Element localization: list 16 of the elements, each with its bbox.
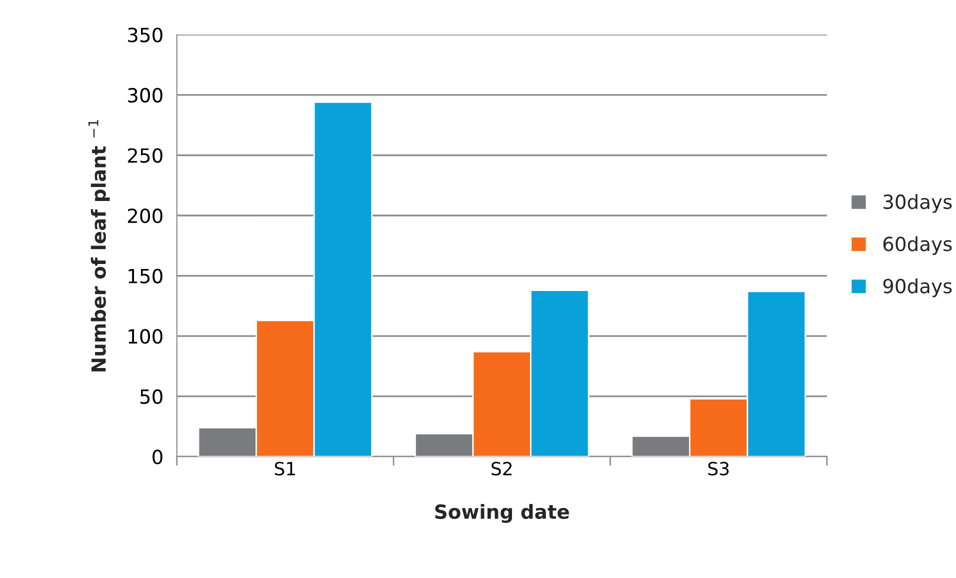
- legend-label: 90days: [883, 278, 952, 298]
- y-tick-label: 50: [140, 389, 162, 404]
- legend-label: 30days: [884, 194, 952, 213]
- y-axis-title: Number of leaf plant $^{−1}$: [88, 120, 110, 372]
- y-tick-label: 250: [128, 148, 162, 163]
- y-tick-label: 350: [128, 28, 162, 42]
- legend-label: 60days: [883, 236, 952, 256]
- y-tick-label: 150: [128, 268, 162, 284]
- y-tick-label: 0: [152, 450, 162, 464]
- x-tick-label: S1: [274, 462, 296, 476]
- y-tick-label: 100: [128, 329, 162, 344]
- y-tick-label: 300: [128, 88, 162, 103]
- x-tick-label: S3: [708, 462, 729, 476]
- y-tick-label: 200: [128, 208, 162, 224]
- x-axis-title: Sowing date: [435, 504, 569, 523]
- x-tick-label: S2: [492, 462, 512, 476]
